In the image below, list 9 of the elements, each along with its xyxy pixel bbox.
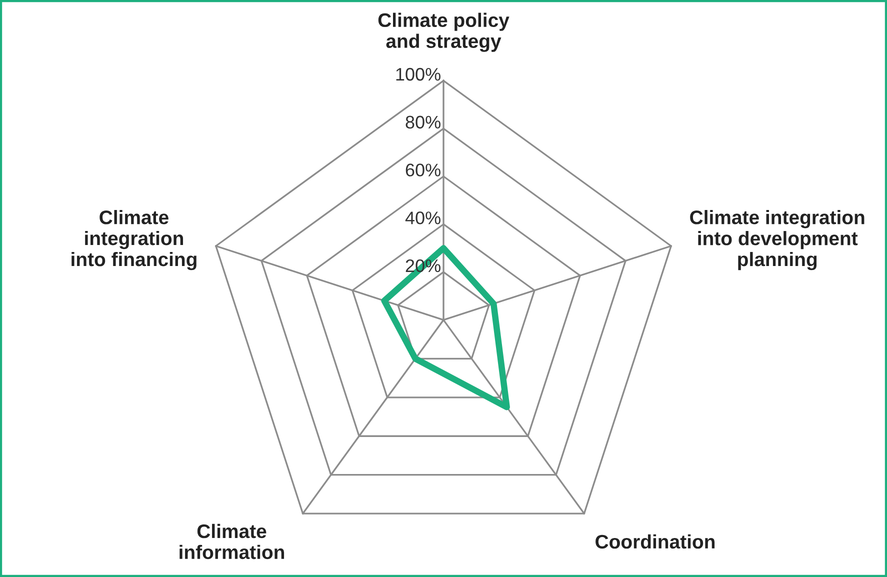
spoke-label: Climate integration into development planning: [690, 210, 864, 270]
y-tick-label: 100%: [396, 68, 440, 81]
spoke-label: Climate integration into financing: [72, 210, 196, 270]
spoke-label: Coordination: [596, 534, 715, 549]
spoke-label: Climate policy and strategy: [378, 12, 510, 52]
y-tick-label: 40%: [405, 212, 440, 224]
y-tick-label: 60%: [406, 164, 440, 176]
y-tick-label: 80%: [406, 116, 440, 129]
spoke-label: Climate information: [180, 524, 284, 560]
